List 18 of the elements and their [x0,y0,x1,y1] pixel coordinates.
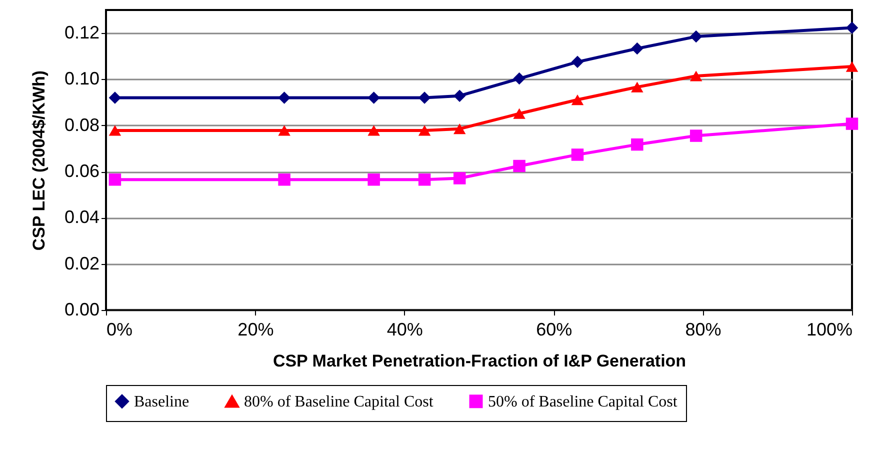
legend-label: 50% of Baseline Capital Cost [488,393,678,410]
legend-label: 80% of Baseline Capital Cost [244,394,434,411]
legend-label: Baseline [134,393,190,410]
x-tick-label: 40% [386,320,423,340]
y-tick-label: 0.08 [64,114,100,135]
x-tick-label: 0% [106,320,133,340]
y-tick-label: 0.04 [64,207,100,228]
y-tick-label: 0.02 [64,253,100,274]
x-tick-label: 100% [806,320,852,340]
x-tick-label: 60% [536,320,572,340]
y-tick-label: 0.06 [64,161,100,182]
x-axis-title: CSP Market Penetration-Fraction of I&P Generation [272,352,686,370]
y-tick-label: 0.12 [64,22,100,43]
y-tick-label: 0.10 [64,68,100,89]
y-tick-label: 0.00 [64,300,100,320]
y-axis-title: CSP LEC (2004$/KWh) [29,70,48,251]
x-tick-label: 20% [238,320,274,340]
x-tick-label: 80% [685,320,722,340]
